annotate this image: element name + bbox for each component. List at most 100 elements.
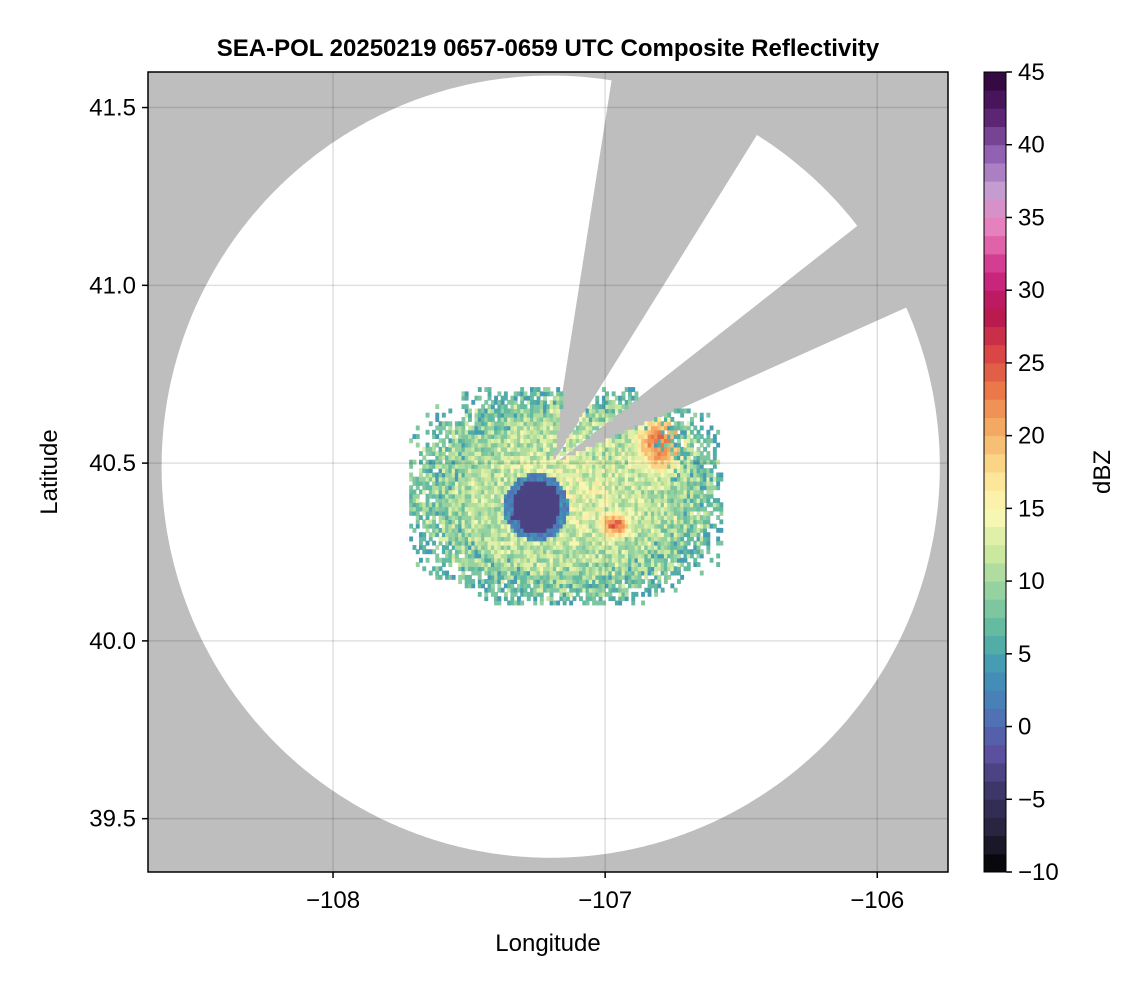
echo-cell — [588, 519, 593, 525]
echo-cell — [490, 455, 495, 461]
echo-cell — [549, 493, 554, 499]
echo-cell — [579, 540, 583, 546]
echo-cell — [468, 549, 472, 555]
echo-cell — [552, 476, 557, 482]
echo-cell — [703, 459, 707, 465]
echo-cell — [673, 506, 678, 512]
echo-cell — [644, 545, 649, 550]
echo-cell — [543, 510, 547, 516]
echo-cell — [628, 455, 632, 461]
echo-cell — [611, 442, 616, 448]
echo-cell — [657, 481, 662, 486]
echo-cell — [559, 502, 564, 508]
echo-cell — [699, 485, 704, 491]
colorbar-segment — [984, 544, 1006, 564]
echo-cell — [592, 425, 596, 431]
echo-cell — [471, 434, 476, 439]
echo-cell — [438, 476, 443, 482]
echo-cell — [412, 506, 417, 512]
echo-cell — [432, 540, 436, 546]
echo-cell — [677, 510, 681, 516]
echo-cell — [448, 421, 453, 427]
echo-cell — [461, 532, 466, 538]
echo-cell — [438, 515, 443, 520]
echo-cell — [556, 532, 561, 538]
colorbar-segment — [984, 326, 1006, 346]
echo-cell — [432, 434, 436, 439]
echo-cell — [660, 429, 665, 435]
echo-cell — [575, 566, 580, 572]
echo-cell — [468, 485, 472, 491]
echo-cell — [614, 455, 619, 461]
echo-cell — [530, 540, 534, 546]
echo-cell — [667, 532, 672, 538]
echo-cell — [530, 549, 534, 555]
echo-cell — [477, 566, 482, 572]
echo-cell — [441, 515, 446, 520]
echo-cell — [686, 562, 691, 567]
echo-cell — [494, 536, 498, 542]
echo-cell — [566, 545, 570, 550]
echo-cell — [663, 527, 668, 533]
echo-cell — [468, 417, 472, 422]
echo-cell — [500, 429, 505, 435]
echo-cell — [608, 472, 613, 478]
echo-cell — [526, 536, 531, 542]
echo-cell — [572, 434, 577, 439]
echo-cell — [536, 583, 541, 589]
echo-cell — [536, 387, 541, 392]
echo-cell — [477, 408, 482, 414]
echo-cell — [592, 459, 596, 465]
echo-cell — [484, 408, 489, 414]
echo-cell — [637, 476, 642, 482]
echo-cell — [556, 476, 561, 482]
echo-cell — [657, 421, 662, 427]
echo-cell — [634, 498, 639, 503]
echo-cell — [670, 562, 675, 567]
echo-cell — [595, 579, 600, 584]
echo-cell — [490, 463, 495, 469]
echo-cell — [595, 408, 600, 414]
echo-cell — [503, 434, 508, 439]
echo-cell — [631, 583, 636, 589]
echo-cell — [680, 574, 685, 580]
colorbar-segment — [984, 417, 1006, 437]
echo-cell — [618, 536, 623, 542]
echo-cell — [582, 570, 587, 576]
echo-cell — [575, 481, 580, 486]
echo-cell — [448, 536, 453, 542]
echo-cell — [614, 527, 619, 533]
echo-cell — [425, 557, 430, 563]
echo-cell — [556, 425, 561, 431]
echo-cell — [490, 549, 495, 555]
echo-cell — [663, 481, 668, 486]
echo-cell — [546, 587, 551, 593]
echo-cell — [543, 387, 547, 392]
echo-cell — [425, 549, 430, 555]
echo-cell — [513, 468, 518, 474]
echo-cell — [533, 468, 538, 474]
echo-cell — [487, 574, 492, 580]
echo-cell — [673, 425, 678, 431]
echo-cell — [523, 510, 528, 516]
echo-cell — [579, 562, 583, 567]
echo-cell — [526, 395, 531, 401]
echo-cell — [513, 442, 518, 448]
echo-cell — [637, 455, 642, 461]
echo-cell — [530, 429, 534, 435]
echo-cell — [588, 536, 593, 542]
echo-cell — [481, 583, 485, 589]
echo-cell — [477, 498, 482, 503]
echo-cell — [647, 468, 652, 474]
plot-frame — [147, 71, 949, 873]
echo-cell — [477, 434, 482, 439]
echo-cell — [618, 446, 623, 452]
echo-cell — [660, 527, 665, 533]
echo-cell — [566, 583, 570, 589]
echo-cell — [520, 404, 525, 410]
echo-cell — [624, 532, 629, 538]
echo-cell — [448, 446, 453, 452]
echo-cell — [487, 519, 492, 525]
echo-cell — [716, 429, 721, 435]
echo-cell — [543, 421, 547, 427]
